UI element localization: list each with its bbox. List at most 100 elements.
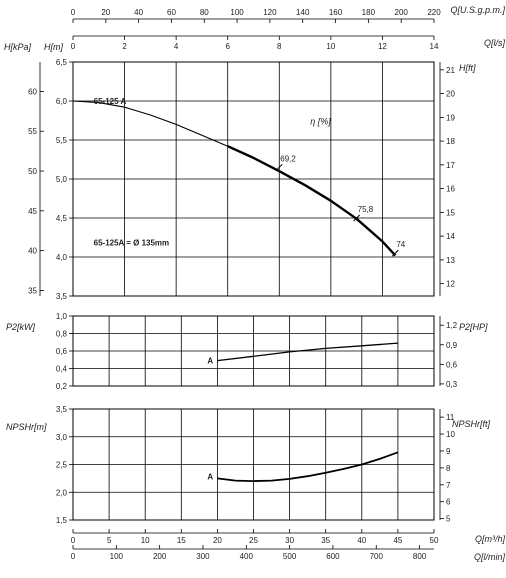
- h-ft-tick-label: 20: [446, 90, 455, 99]
- p2-hp-tick-label: 0,6: [446, 360, 458, 369]
- ls-tick-label: 8: [277, 42, 282, 51]
- h-ft-tick-label: 21: [446, 66, 455, 75]
- h-m-tick-label: 3,5: [56, 292, 68, 301]
- ls-tick-label: 6: [225, 42, 230, 51]
- h-ft-tick-label: 18: [446, 137, 455, 146]
- p2-hp-tick-label: 1,2: [446, 321, 458, 330]
- gpm-tick-label: 20: [101, 8, 110, 17]
- p2-hp-axis-title: P2[HP]: [459, 322, 488, 332]
- npsh-grid: [72, 408, 435, 521]
- m3h-tick-label: 10: [141, 536, 150, 545]
- h-m-tick-label: 6,0: [56, 97, 68, 106]
- npsh-ft-tick-label: 5: [446, 515, 451, 524]
- power-curve-a: [217, 342, 398, 362]
- npsh-ft-tick-label: 10: [446, 430, 455, 439]
- lmin-tick-label: 700: [370, 552, 384, 561]
- ls-tick-label: 10: [326, 42, 335, 51]
- efficiency-mark: [391, 249, 399, 257]
- p2-hp-tick-label: 0,9: [446, 341, 458, 350]
- p2-kw-axis-title: P2[kW]: [6, 322, 36, 332]
- h-ft-tick-label: 19: [446, 113, 455, 122]
- lmin-tick-label: 600: [326, 552, 340, 561]
- head-series-label: 65-125 A: [94, 97, 127, 106]
- ls-tick-label: 12: [378, 42, 387, 51]
- h-ft-tick-label: 14: [446, 232, 455, 241]
- gpm-tick-label: 180: [362, 8, 376, 17]
- m3h-tick-label: 15: [177, 536, 186, 545]
- npsh-m-tick-label: 2,5: [56, 461, 68, 470]
- efficiency-mark: [275, 163, 283, 171]
- m3h-axis-title: Q[m³/h]: [475, 534, 506, 544]
- ls-tick-label: 4: [174, 42, 179, 51]
- lmin-tick-label: 200: [153, 552, 167, 561]
- h-ft-tick-label: 16: [446, 185, 455, 194]
- npsh-ft-tick-label: 9: [446, 447, 451, 456]
- h-m-axis-title: H[m]: [44, 42, 63, 52]
- gpm-tick-label: 140: [296, 8, 310, 17]
- h-kpa-tick-label: 40: [28, 247, 37, 256]
- ls-tick-label: 14: [430, 42, 439, 51]
- npsh-m-tick-label: 3,0: [56, 433, 68, 442]
- gpm-tick-label: 40: [134, 8, 143, 17]
- impeller-diameter-note: 65-125A = Ø 135mm: [94, 238, 170, 247]
- npsh-ft-tick-label: 8: [446, 464, 451, 473]
- head-curve-65-125a: [72, 100, 396, 256]
- lmin-tick-label: 0: [71, 552, 76, 561]
- h-kpa-tick-label: 50: [28, 167, 37, 176]
- npsh-m-tick-label: 1,5: [56, 516, 68, 525]
- h-m-tick-label: 5,0: [56, 175, 68, 184]
- m3h-tick-label: 30: [285, 536, 294, 545]
- efficiency-label: η [%]: [310, 116, 331, 126]
- m3h-tick-label: 50: [430, 536, 439, 545]
- p2-kw-tick-label: 0,2: [56, 382, 68, 391]
- p2-kw-tick-label: 0,4: [56, 365, 68, 374]
- gpm-tick-label: 120: [263, 8, 277, 17]
- efficiency-value-label: 69,2: [280, 154, 296, 163]
- power-grid: [72, 315, 435, 387]
- p2-hp-tick-label: 0,3: [446, 380, 458, 389]
- gpm-tick-label: 200: [395, 8, 409, 17]
- gpm-tick-label: 160: [329, 8, 343, 17]
- gpm-tick-label: 60: [167, 8, 176, 17]
- h-m-tick-label: 4,0: [56, 253, 68, 262]
- p2-kw-tick-label: 0,8: [56, 330, 68, 339]
- h-ft-tick-label: 15: [446, 208, 455, 217]
- power-series-label: A: [207, 357, 213, 366]
- m3h-tick-label: 0: [71, 536, 76, 545]
- lmin-tick-label: 400: [240, 552, 254, 561]
- npsh-ft-tick-label: 7: [446, 481, 451, 490]
- m3h-tick-label: 40: [357, 536, 366, 545]
- npsh-m-tick-label: 2,0: [56, 488, 68, 497]
- gpm-axis-title: Q[U.S.g.p.m.]: [450, 5, 505, 15]
- efficiency-value-label: 74: [396, 240, 405, 249]
- npsh-m-axis-title: NPSHr[m]: [6, 422, 47, 432]
- gpm-tick-label: 100: [230, 8, 244, 17]
- npsh-ft-axis-title: NPSHr[ft]: [452, 419, 491, 429]
- head-curve-working-range: [227, 145, 397, 257]
- gpm-tick-label: 220: [427, 8, 441, 17]
- m3h-tick-label: 45: [393, 536, 402, 545]
- m3h-tick-label: 25: [249, 536, 258, 545]
- p2-kw-tick-label: 1,0: [56, 312, 68, 321]
- head-grid: [72, 61, 435, 297]
- m3h-tick-label: 20: [213, 536, 222, 545]
- h-m-tick-label: 4,5: [56, 214, 68, 223]
- p2-kw-tick-label: 0,6: [56, 347, 68, 356]
- h-m-tick-label: 5,5: [56, 136, 68, 145]
- h-ft-tick-label: 17: [446, 161, 455, 170]
- m3h-tick-label: 35: [321, 536, 330, 545]
- h-kpa-tick-label: 45: [28, 207, 37, 216]
- npsh-m-tick-label: 3,5: [56, 405, 68, 414]
- npsh-series-label: A: [207, 472, 213, 481]
- lmin-tick-label: 300: [196, 552, 210, 561]
- lmin-tick-label: 100: [110, 552, 124, 561]
- h-kpa-tick-label: 35: [28, 286, 37, 295]
- h-kpa-tick-label: 55: [28, 127, 37, 136]
- h-m-tick-label: 6,5: [56, 58, 68, 67]
- lmin-tick-label: 800: [413, 552, 427, 561]
- gpm-tick-label: 80: [200, 8, 209, 17]
- h-ft-axis-title: H[ft]: [459, 63, 476, 73]
- efficiency-mark: [353, 214, 360, 222]
- npsh-ft-tick-label: 11: [446, 413, 455, 422]
